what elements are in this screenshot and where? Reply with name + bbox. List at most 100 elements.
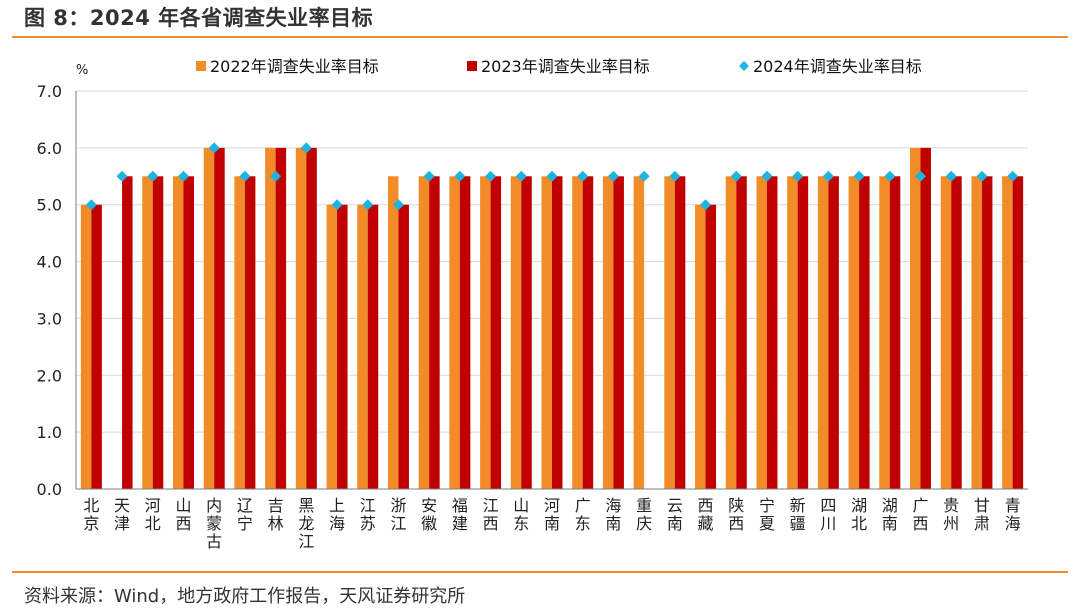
bar-2023-江西 [490, 176, 502, 490]
bar-2022-山西 [172, 176, 184, 490]
x-tick-label: 广东 [575, 496, 591, 533]
bar-2022-北京 [80, 204, 92, 489]
x-tick-label: 湖南 [882, 496, 898, 533]
marker-2024-内蒙古 [208, 142, 220, 154]
bar-2023-浙江 [398, 204, 409, 489]
marker-2024-宁夏 [761, 170, 773, 182]
marker-2024-天津 [116, 170, 128, 182]
marker-2024-福建 [454, 170, 466, 182]
x-tick-label: 江苏 [360, 496, 376, 533]
legend-item-2023-swatch [467, 61, 477, 71]
bar-2023-湖北 [859, 176, 870, 490]
x-tick-label: 浙江 [390, 496, 406, 533]
bar-2023-新疆 [797, 176, 809, 490]
x-tick-label: 北京 [83, 496, 99, 533]
marker-2024-江西 [485, 170, 497, 182]
chart-title: 图 8：2024 年各省调查失业率目标 [24, 6, 374, 30]
bar-2022-辽宁 [234, 176, 245, 490]
bar-2023-河南 [552, 176, 563, 490]
marker-2024-甘肃 [976, 170, 988, 182]
y-tick-label: 3.0 [37, 309, 62, 328]
bar-2022-河北 [142, 176, 153, 490]
bar-2023-辽宁 [244, 176, 256, 490]
marker-2024-河南 [546, 170, 558, 182]
bar-2022-河南 [541, 176, 552, 490]
bar-2023-甘肃 [981, 176, 993, 490]
x-tick-label: 贵州 [943, 496, 959, 533]
bar-2023-广西 [920, 147, 932, 489]
bar-2023-广东 [582, 176, 594, 490]
bar-2023-黑龙江 [306, 147, 317, 489]
bar-2022-湖北 [848, 176, 860, 490]
marker-2024-北京 [85, 199, 97, 211]
marker-2024-吉林 [270, 170, 282, 182]
x-tick-label: 山东 [513, 496, 529, 533]
bars [80, 147, 1024, 490]
x-tick-label: 河南 [544, 496, 560, 533]
bottom-divider [12, 571, 1068, 573]
bar-2022-江西 [480, 176, 491, 490]
marker-2024-上海 [331, 199, 343, 211]
legend-item-2023-label: 2023年调查失业率目标 [481, 57, 650, 76]
x-tick-label: 山西 [175, 496, 191, 533]
bar-2022-陕西 [725, 176, 737, 490]
x-tick-label: 新疆 [790, 496, 806, 533]
bar-2023-天津 [122, 176, 133, 490]
y-tick-label: 1.0 [37, 423, 62, 442]
marker-2024-湖北 [853, 170, 865, 182]
x-tick-label: 安徽 [421, 496, 437, 533]
y-unit-label: % [76, 63, 88, 78]
x-tick-label: 甘肃 [974, 496, 990, 533]
marker-2024-黑龙江 [300, 142, 312, 154]
bar-2023-北京 [91, 204, 102, 489]
bar-2022-西藏 [695, 204, 706, 489]
marker-2024-辽宁 [239, 170, 251, 182]
bar-2023-江苏 [367, 204, 379, 489]
bar-2022-青海 [1002, 176, 1013, 490]
bar-2022-云南 [664, 176, 675, 490]
marker-2024-西藏 [700, 199, 712, 211]
marker-2024-广西 [915, 170, 927, 182]
bar-2022-广东 [572, 176, 583, 490]
x-tick-label: 内蒙古 [206, 496, 222, 551]
x-tick-label: 陕西 [728, 496, 744, 533]
legend: 2022年调查失业率目标 2023年调查失业率目标 2024年调查失业率目标 [196, 57, 922, 76]
y-tick-label: 4.0 [37, 253, 62, 272]
bar-2023-山西 [183, 176, 194, 490]
bar-2022-贵州 [940, 176, 952, 490]
bar-2023-山东 [521, 176, 532, 490]
x-tick-label: 四川 [820, 496, 836, 533]
bar-2023-湖南 [889, 176, 901, 490]
legend-item-2022-swatch [196, 61, 206, 71]
marker-2024-陕西 [730, 170, 742, 182]
y-tick-label: 6.0 [37, 139, 62, 158]
x-tick-label: 辽宁 [237, 496, 253, 533]
marker-2024-新疆 [792, 170, 804, 182]
bar-2022-湖南 [879, 176, 890, 490]
marker-2024-海南 [607, 170, 619, 182]
top-divider [12, 36, 1068, 38]
marker-2024-山西 [177, 170, 189, 182]
marker-2024-四川 [822, 170, 834, 182]
bar-2022-浙江 [387, 176, 399, 490]
marker-2024-江苏 [362, 199, 374, 211]
legend-item-2024-swatch [739, 61, 749, 71]
bar-2023-上海 [337, 204, 348, 489]
x-tick-label: 黑龙江 [298, 496, 314, 551]
x-tick-label: 青海 [1005, 496, 1021, 533]
bar-2022-内蒙古 [203, 147, 215, 489]
bar-2022-重庆 [633, 176, 645, 490]
source-note: 资料来源：Wind，地方政府工作报告，天风证券研究所 [24, 586, 466, 607]
legend-item-2022-label: 2022年调查失业率目标 [210, 57, 379, 76]
marker-2024-重庆 [638, 170, 650, 182]
y-tick-label: 0.0 [37, 480, 62, 499]
bar-2023-福建 [459, 176, 471, 490]
marker-2024-山东 [515, 170, 527, 182]
x-tick-label: 湖北 [851, 496, 867, 533]
x-tick-label: 云南 [667, 496, 683, 533]
x-tick-label: 天津 [114, 496, 130, 533]
bar-2023-陕西 [736, 176, 747, 490]
bar-2022-宁夏 [756, 176, 767, 490]
bar-2022-吉林 [265, 147, 276, 489]
marker-2024-湖南 [884, 170, 896, 182]
